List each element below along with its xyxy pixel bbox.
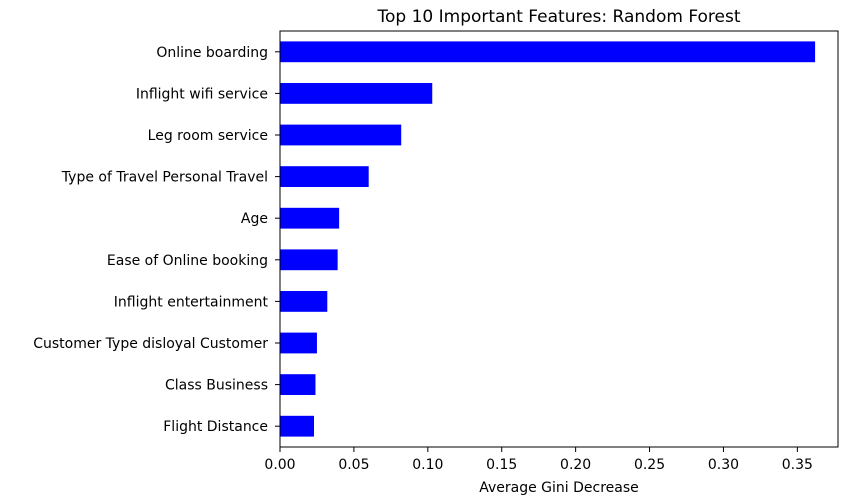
plot-area-frame (279, 30, 839, 448)
bars-group (280, 41, 816, 437)
y-tick-label-4: Age (241, 211, 268, 227)
bar-6 (280, 291, 328, 312)
y-tick-label-0: Online boarding (156, 45, 268, 61)
x-tick-label-7: 0.35 (782, 457, 813, 473)
x-tick-label-4: 0.20 (560, 457, 591, 473)
y-tick-label-1: Inflight wifi service (136, 86, 268, 102)
bar-3 (280, 166, 369, 187)
x-tick-label-3: 0.15 (486, 457, 517, 473)
bar-1 (280, 83, 433, 104)
bar-8 (280, 374, 316, 395)
y-tick-label-6: Inflight entertainment (114, 294, 269, 310)
bar-4 (280, 207, 340, 229)
x-tick-label-5: 0.25 (634, 457, 665, 473)
bar-5 (280, 249, 338, 271)
y-tick-label-7: Customer Type disloyal Customer (33, 336, 268, 352)
y-tick-label-9: Flight Distance (163, 419, 268, 435)
x-tick-label-0: 0.00 (264, 457, 295, 473)
y-tick-label-2: Leg room service (148, 128, 268, 144)
x-tick-label-6: 0.30 (708, 457, 739, 473)
x-axis-ticks: 0.00 0.05 0.10 0.15 0.20 0.25 0.30 0.35 (264, 447, 813, 473)
bar-7 (280, 332, 317, 354)
bar-9 (280, 415, 314, 437)
bar-0 (280, 41, 816, 63)
y-tick-label-3: Type of Travel Personal Travel (61, 170, 268, 186)
y-axis-ticks: Online boarding Inflight wifi service Leg … (33, 45, 280, 435)
y-tick-label-8: Class Business (165, 378, 268, 394)
x-tick-label-2: 0.10 (412, 457, 443, 473)
x-axis-label: Average Gini Decrease (479, 480, 639, 496)
x-tick-label-1: 0.05 (338, 457, 369, 473)
chart-title: Top 10 Important Features: Random Forest (377, 7, 741, 27)
bar-2 (280, 124, 402, 146)
y-tick-label-5: Ease of Online booking (107, 253, 268, 269)
